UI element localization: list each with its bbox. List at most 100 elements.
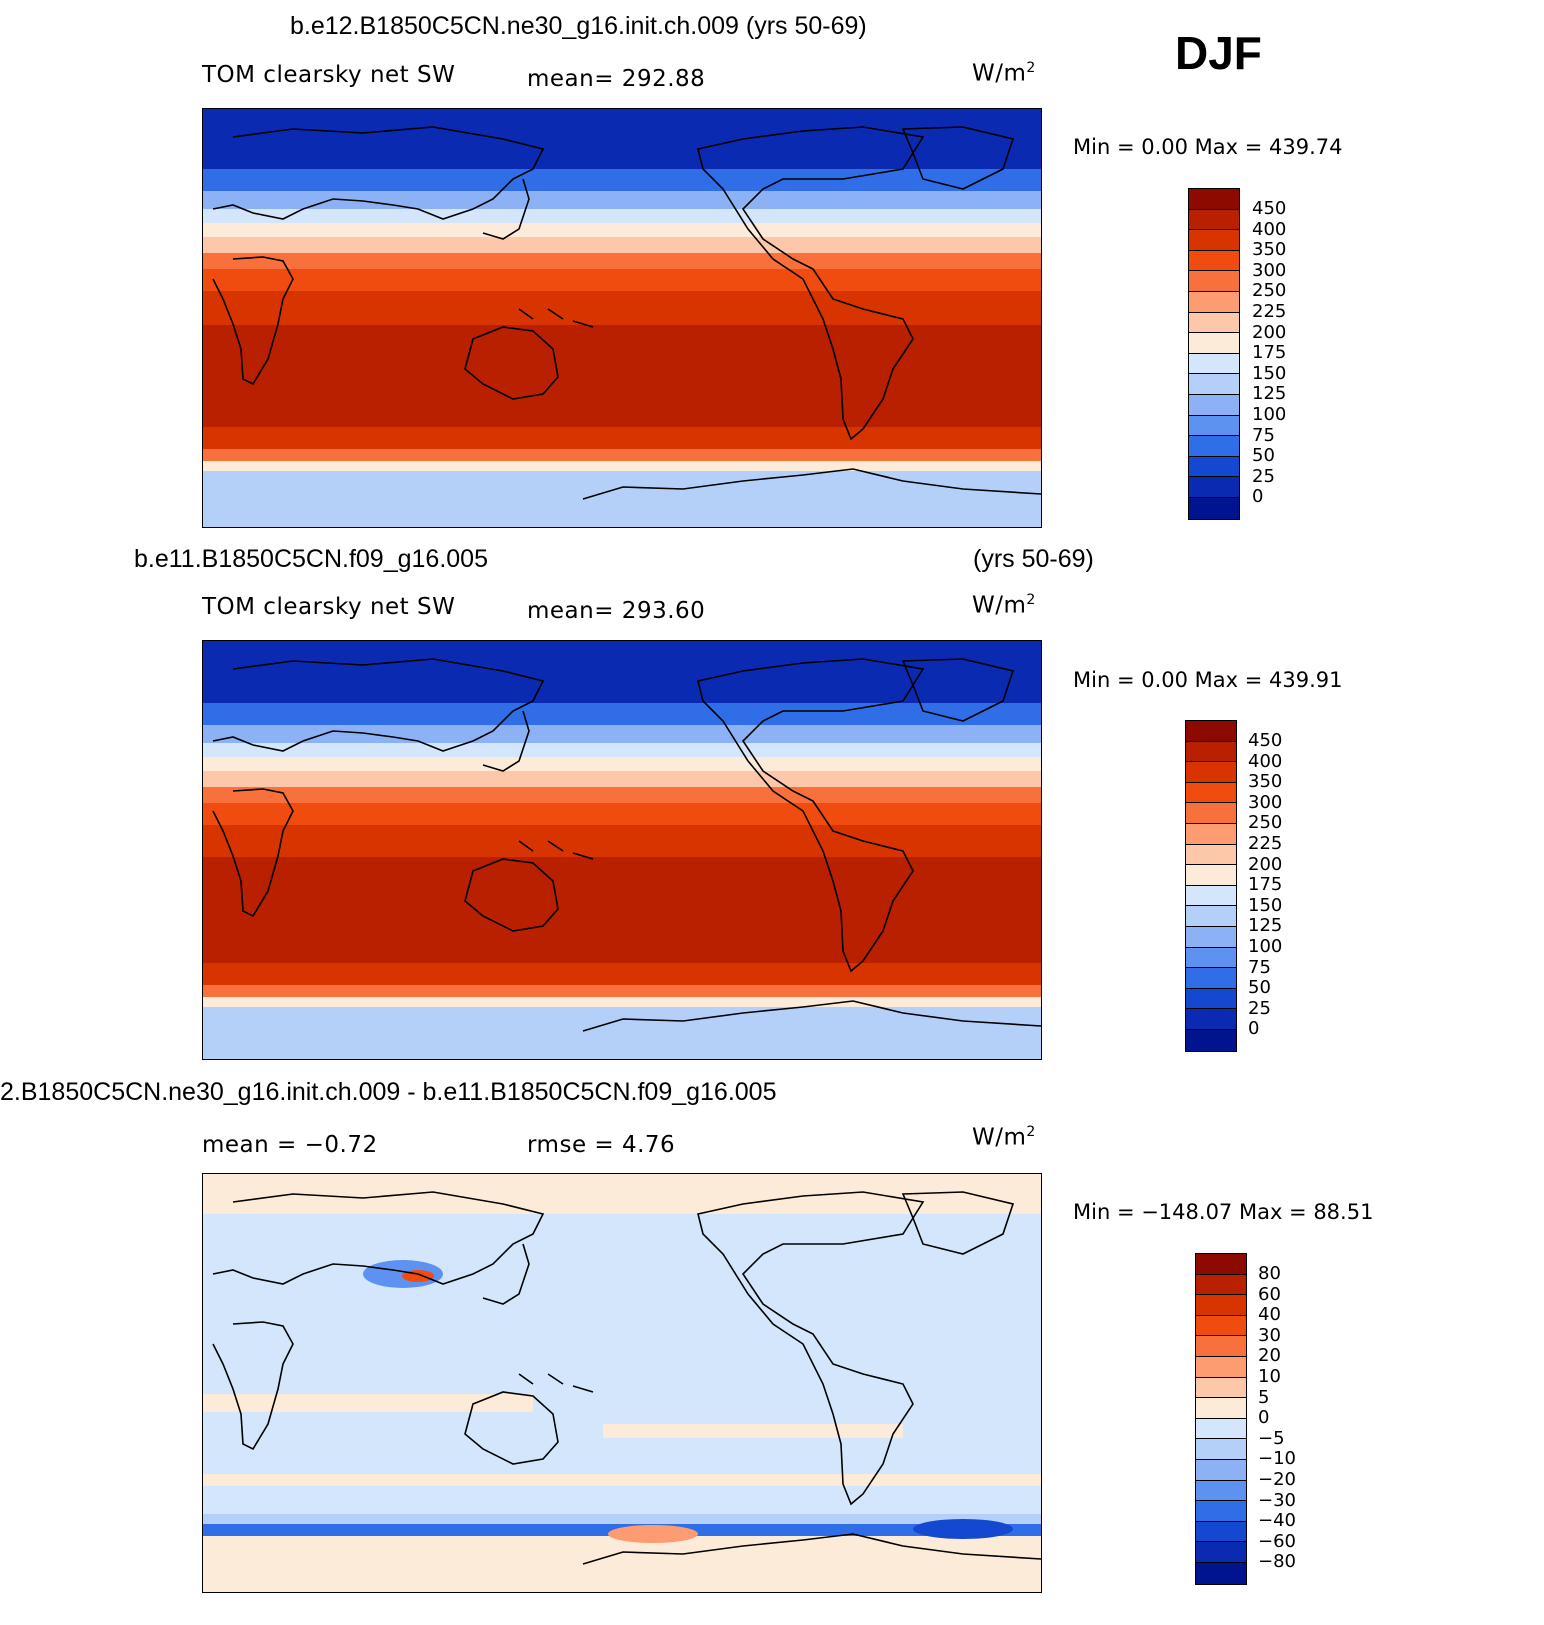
panel1-cbar-label: 200 bbox=[1252, 321, 1287, 343]
panel2-minmax: Min = 0.00 Max = 439.91 bbox=[1073, 668, 1343, 692]
panel3-map-svg bbox=[203, 1174, 1041, 1592]
panel2-colorbar-seg bbox=[1186, 865, 1236, 886]
panel2-colorbar-seg bbox=[1186, 721, 1236, 742]
panel3-colorbar-seg bbox=[1196, 1274, 1246, 1296]
panel1-colorbar-seg bbox=[1189, 497, 1239, 519]
panel2-cbar-label: 25 bbox=[1248, 997, 1271, 1019]
panel1-map-svg bbox=[203, 109, 1041, 527]
panel3-cbar-label: −60 bbox=[1258, 1530, 1296, 1552]
panel1-cbar-label: 75 bbox=[1252, 424, 1275, 446]
panel2-cbar-label: 400 bbox=[1248, 750, 1283, 772]
panel2-colorbar-seg bbox=[1186, 762, 1236, 783]
panel1-colorbar-seg bbox=[1189, 333, 1239, 354]
panel3-title: 2.B1850C5CN.ne30_g16.init.ch.009 - b.e11… bbox=[0, 1078, 777, 1106]
panel1-colorbar-seg bbox=[1189, 394, 1239, 416]
panel1-colorbar-seg bbox=[1189, 353, 1239, 375]
panel2-colorbar-seg bbox=[1186, 906, 1236, 927]
panel3-cbar-label: 30 bbox=[1258, 1324, 1281, 1346]
panel1-cbar-label: 350 bbox=[1252, 239, 1287, 261]
panel1-colorbar-seg bbox=[1189, 230, 1239, 251]
panel3-minmax: Min = −148.07 Max = 88.51 bbox=[1073, 1200, 1374, 1224]
panel1-colorbar-seg bbox=[1189, 456, 1239, 478]
panel2-cbar-label: 125 bbox=[1248, 915, 1283, 937]
panel3-cbar-label: 10 bbox=[1258, 1366, 1281, 1387]
panel1-cbar-label: 50 bbox=[1252, 445, 1275, 467]
panel3-colorbar-seg bbox=[1196, 1295, 1246, 1316]
panel2-colorbar-seg bbox=[1186, 782, 1236, 804]
panel3-colorbar-seg bbox=[1196, 1418, 1246, 1440]
panel2-cbar-label: 300 bbox=[1248, 791, 1283, 813]
panel3-cbar-label: 5 bbox=[1258, 1386, 1270, 1408]
panel2-title-left: b.e11.B1850C5CN.f09_g16.005 bbox=[134, 545, 488, 573]
panel2-cbar-label: 350 bbox=[1248, 771, 1283, 793]
panel3-colorbar-seg bbox=[1196, 1562, 1246, 1584]
panel1-colorbar-seg bbox=[1189, 271, 1239, 292]
panel3-colorbar bbox=[1195, 1253, 1247, 1585]
panel1-cbar-label: 100 bbox=[1252, 404, 1287, 425]
panel3-colorbar-seg bbox=[1196, 1356, 1246, 1378]
panel3-colorbar-seg bbox=[1196, 1459, 1246, 1481]
panel1-colorbar-seg bbox=[1189, 209, 1239, 231]
panel2-colorbar-seg bbox=[1186, 968, 1236, 989]
panel1-colorbar bbox=[1188, 188, 1240, 520]
panel3-cbar-label: −5 bbox=[1258, 1427, 1285, 1449]
panel1-colorbar-seg bbox=[1189, 312, 1239, 334]
panel2-colorbar-seg bbox=[1186, 988, 1236, 1010]
panel2-cbar-label: 0 bbox=[1248, 1018, 1260, 1040]
panel1-mean: mean= 292.88 bbox=[527, 66, 706, 92]
panel2-colorbar-seg bbox=[1186, 947, 1236, 969]
panel3-colorbar-seg bbox=[1196, 1377, 1246, 1399]
panel2-cbar-label: 250 bbox=[1248, 812, 1283, 834]
panel1-cbar-label: 450 bbox=[1252, 198, 1287, 219]
panel2-cbar-label: 100 bbox=[1248, 936, 1283, 957]
panel1-colorbar-seg bbox=[1189, 477, 1239, 498]
panel2-cbar-label: 50 bbox=[1248, 977, 1271, 999]
panel3-colorbar-seg bbox=[1196, 1336, 1246, 1357]
season-label: DJF bbox=[1175, 27, 1262, 79]
panel3-cbar-label: −40 bbox=[1258, 1510, 1296, 1532]
panel1-cbar-label: 250 bbox=[1252, 280, 1287, 302]
panel2-colorbar-seg bbox=[1186, 803, 1236, 824]
panel3-colorbar-seg bbox=[1196, 1315, 1246, 1337]
panel1-cbar-label: 225 bbox=[1252, 301, 1287, 322]
panel2-colorbar bbox=[1185, 720, 1237, 1052]
panel3-cbar-label: 0 bbox=[1258, 1407, 1270, 1429]
panel3-cbar-label: 60 bbox=[1258, 1283, 1281, 1305]
panel2-colorbar-seg bbox=[1186, 926, 1236, 948]
panel3-colorbar-seg bbox=[1196, 1398, 1246, 1419]
panel2-cbar-label: 225 bbox=[1248, 833, 1283, 854]
panel1-units: W/m2 bbox=[972, 60, 1036, 87]
panel2-variable: TOM clearsky net SW bbox=[202, 594, 456, 620]
panel2-cbar-label: 150 bbox=[1248, 894, 1283, 916]
panel1-colorbar-seg bbox=[1189, 374, 1239, 395]
panel2-units: W/m2 bbox=[972, 592, 1036, 619]
panel2-colorbar-seg bbox=[1186, 885, 1236, 907]
panel3-mean: mean = −0.72 bbox=[202, 1132, 378, 1158]
panel2-colorbar-seg bbox=[1186, 823, 1236, 845]
panel1-variable: TOM clearsky net SW bbox=[202, 62, 456, 88]
panel3-map bbox=[202, 1173, 1042, 1593]
panel2-map-svg bbox=[203, 641, 1041, 1059]
panel1-title: b.e12.B1850C5CN.ne30_g16.init.ch.009 (yr… bbox=[290, 12, 867, 40]
panel3-cbar-label: −80 bbox=[1258, 1551, 1296, 1573]
panel3-colorbar-seg bbox=[1196, 1480, 1246, 1502]
panel1-colorbar-seg bbox=[1189, 436, 1239, 457]
panel1-cbar-label: 300 bbox=[1252, 259, 1287, 281]
panel3-cbar-label: 40 bbox=[1258, 1304, 1281, 1326]
panel3-units: W/m2 bbox=[972, 1124, 1036, 1151]
panel1-colorbar-seg bbox=[1189, 415, 1239, 437]
panel3-cbar-label: −20 bbox=[1258, 1469, 1296, 1490]
panel1-cbar-label: 175 bbox=[1252, 342, 1287, 364]
panel3-rmse: rmse = 4.76 bbox=[527, 1132, 676, 1158]
panel1-cbar-label: 150 bbox=[1252, 362, 1287, 384]
panel1-cbar-label: 0 bbox=[1252, 486, 1264, 508]
panel1-cbar-label: 400 bbox=[1252, 218, 1287, 240]
panel2-colorbar-seg bbox=[1186, 844, 1236, 866]
panel3-cbar-label: 20 bbox=[1258, 1345, 1281, 1367]
panel2-title-right: (yrs 50-69) bbox=[973, 545, 1094, 573]
panel2-colorbar-seg bbox=[1186, 1009, 1236, 1030]
panel3-colorbar-seg bbox=[1196, 1542, 1246, 1563]
panel2-colorbar-seg bbox=[1186, 1029, 1236, 1051]
panel3-cbar-label: −10 bbox=[1258, 1448, 1296, 1470]
panel1-minmax: Min = 0.00 Max = 439.74 bbox=[1073, 135, 1343, 159]
